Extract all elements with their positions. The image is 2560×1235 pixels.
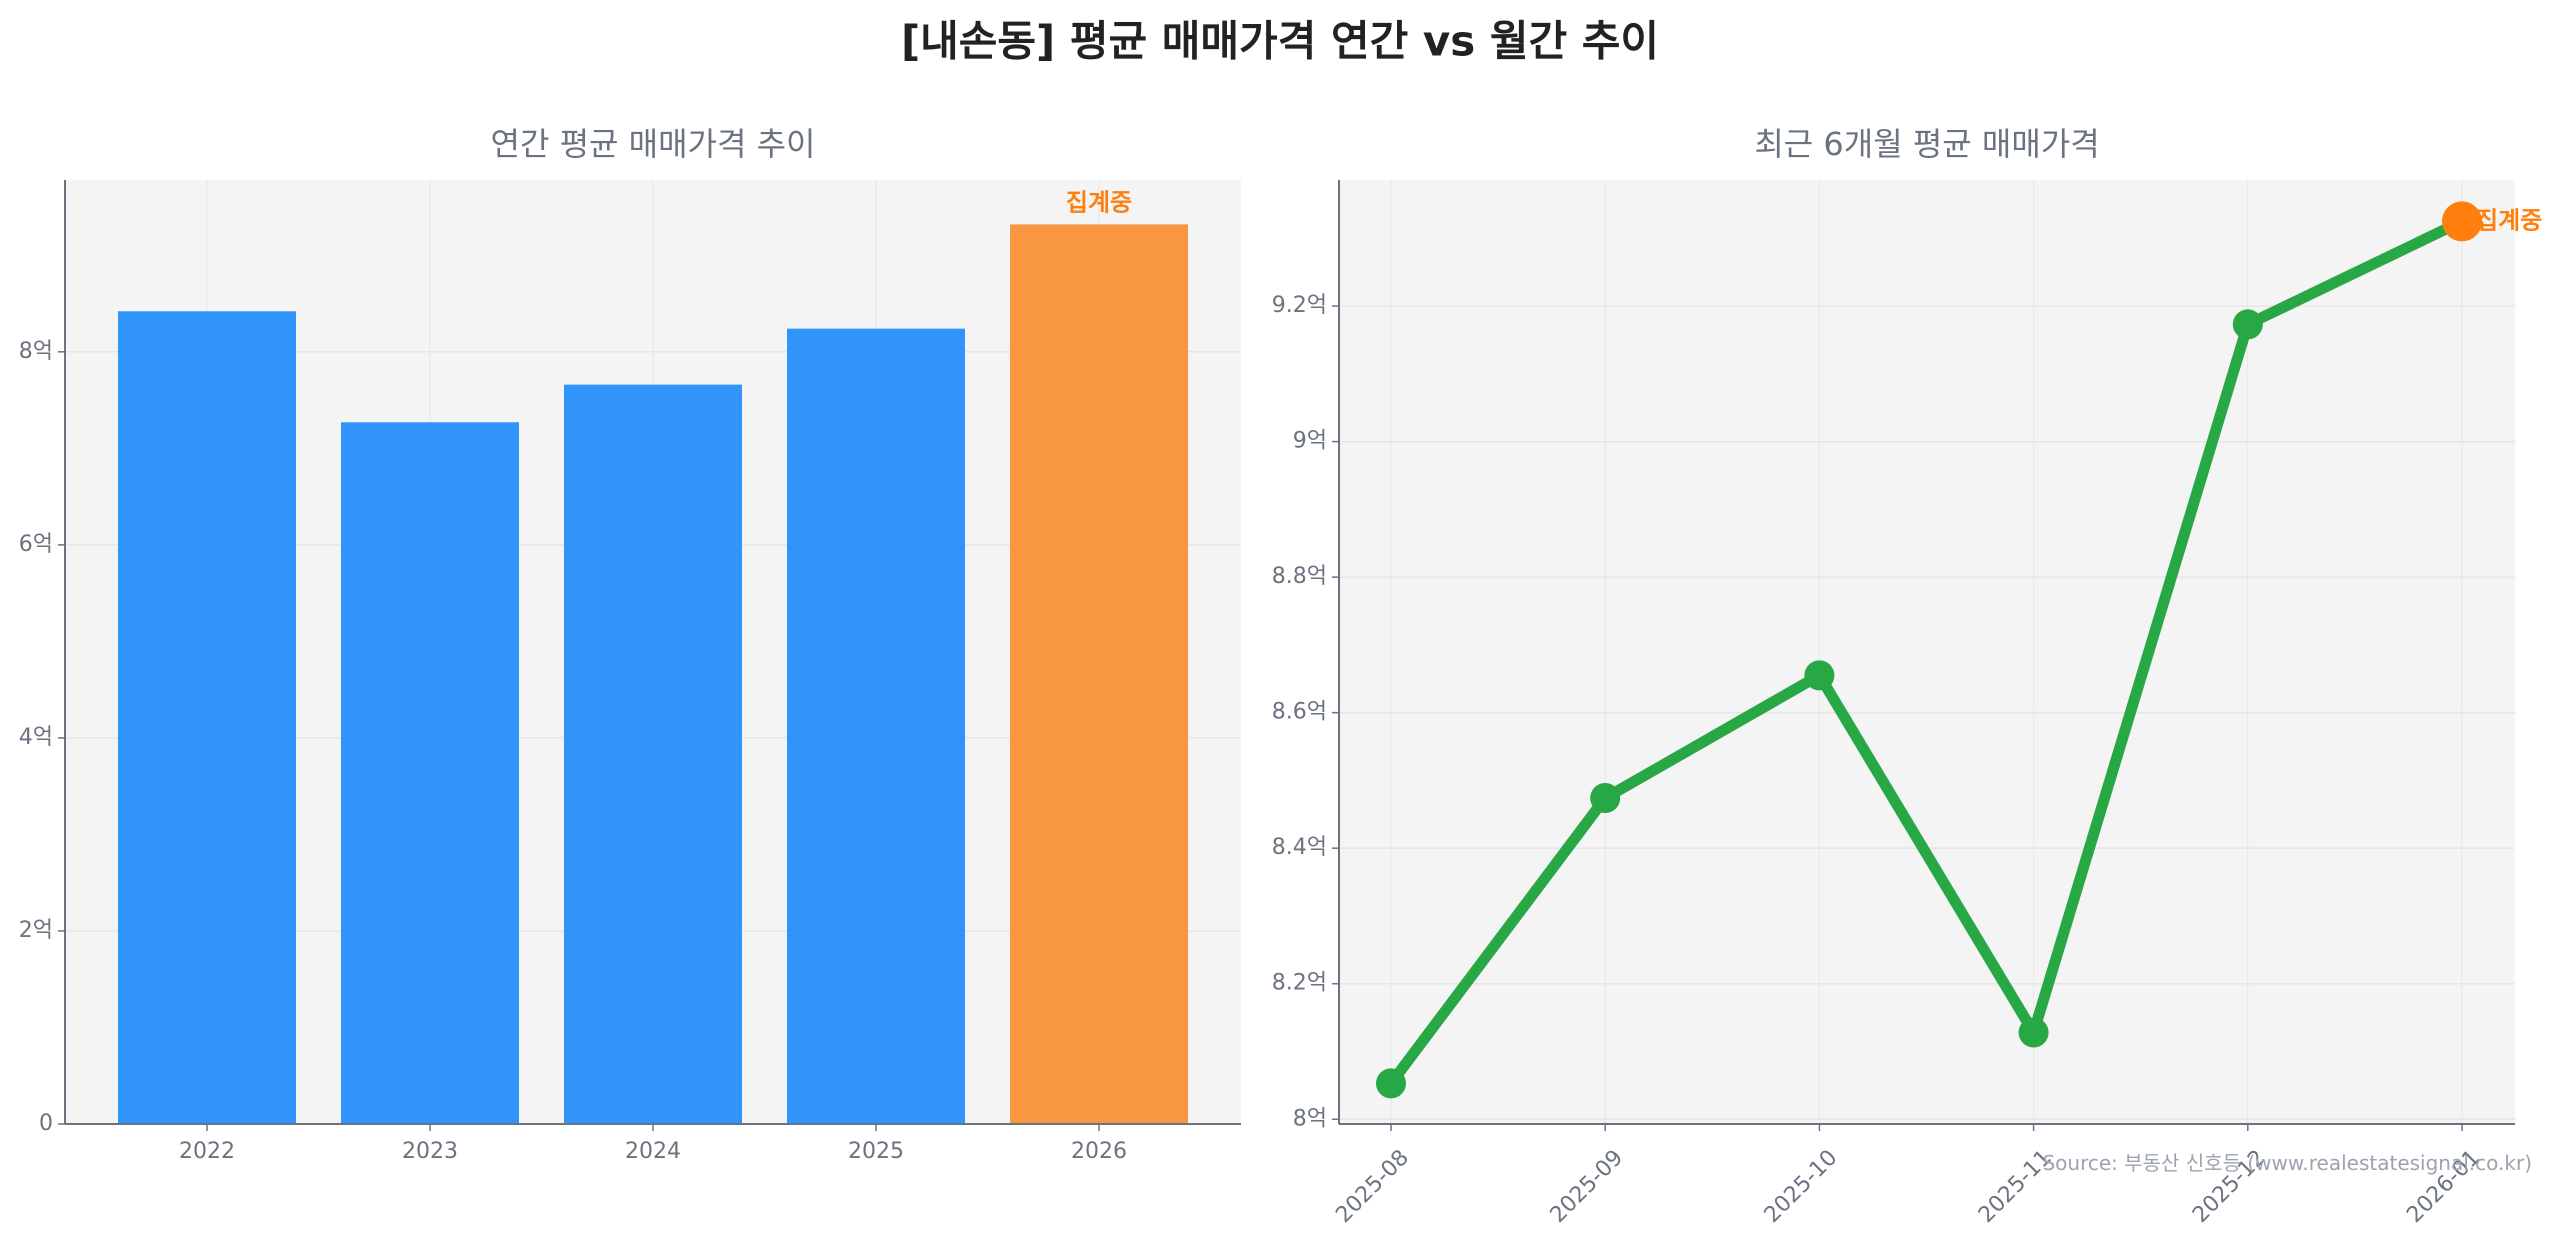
x-tick-label: 2025-08 — [1331, 1145, 1414, 1228]
price-line — [1386, 216, 2465, 1087]
bar-2024 — [564, 384, 742, 1124]
y-tick-label: 9억 — [1293, 429, 1327, 454]
x-tick-label: 2023 — [402, 1139, 458, 1164]
plot-background — [1339, 180, 2515, 1124]
bar-2022 — [118, 311, 296, 1124]
x-tick-label: 2026 — [1071, 1139, 1127, 1164]
y-tick-label: 4억 — [19, 725, 53, 750]
chart-title: 연간 평균 매매가격 추이 — [491, 125, 816, 163]
x-tick-label: 2025 — [848, 1139, 904, 1164]
monthly-line-chart: 8억 8.2억 8.4억 8.6억 8.8억 9억 9.2억 2025-08 2025-09 20… — [1272, 125, 2542, 1228]
y-tick-label: 0 — [39, 1111, 53, 1136]
bar-2025 — [787, 328, 965, 1124]
y-tick-label: 2억 — [19, 918, 53, 943]
x-tick-label: 2025-10 — [1760, 1145, 1843, 1228]
y-tick-label: 8억 — [19, 339, 53, 364]
x-tick-label: 2025-09 — [1546, 1145, 1629, 1228]
y-tick-label: 8억 — [1293, 1106, 1327, 1131]
data-point-2025-11 — [2018, 1017, 2049, 1048]
figure-title: [내손동] 평균 매매가격 연간 vs 월간 추이 — [901, 17, 1659, 66]
in-progress-marker — [2442, 201, 2482, 242]
data-point-2025-08 — [1376, 1068, 1406, 1099]
y-tick-label: 9.2억 — [1272, 293, 1327, 318]
annual-bar-chart: 0 2억 4억 6억 8억 2022 2023 2024 2025 2026 집계중 연간 평균 매매… — [19, 125, 1241, 1164]
bar-2026 — [1010, 224, 1188, 1124]
bar-2023 — [341, 422, 519, 1124]
in-progress-label: 집계중 — [2476, 206, 2542, 234]
y-tick-label: 6억 — [19, 532, 53, 557]
chart-title: 최근 6개월 평균 매매가격 — [1754, 125, 2099, 163]
x-tick-label: 2022 — [179, 1139, 235, 1164]
source-note: Source: 부동산 신호등 (www.realestatesignal.co… — [2042, 1151, 2532, 1175]
x-tick-label: 2024 — [625, 1139, 681, 1164]
y-tick-label: 8.8억 — [1272, 564, 1327, 589]
data-point-2025-12 — [2232, 309, 2263, 340]
in-progress-label: 집계중 — [1066, 188, 1132, 216]
data-point-2025-10 — [1804, 660, 1835, 691]
y-tick-label: 8.2억 — [1272, 971, 1327, 996]
data-point-2025-09 — [1590, 783, 1621, 814]
y-tick-label: 8.4억 — [1272, 835, 1327, 860]
y-tick-label: 8.6억 — [1272, 700, 1327, 725]
